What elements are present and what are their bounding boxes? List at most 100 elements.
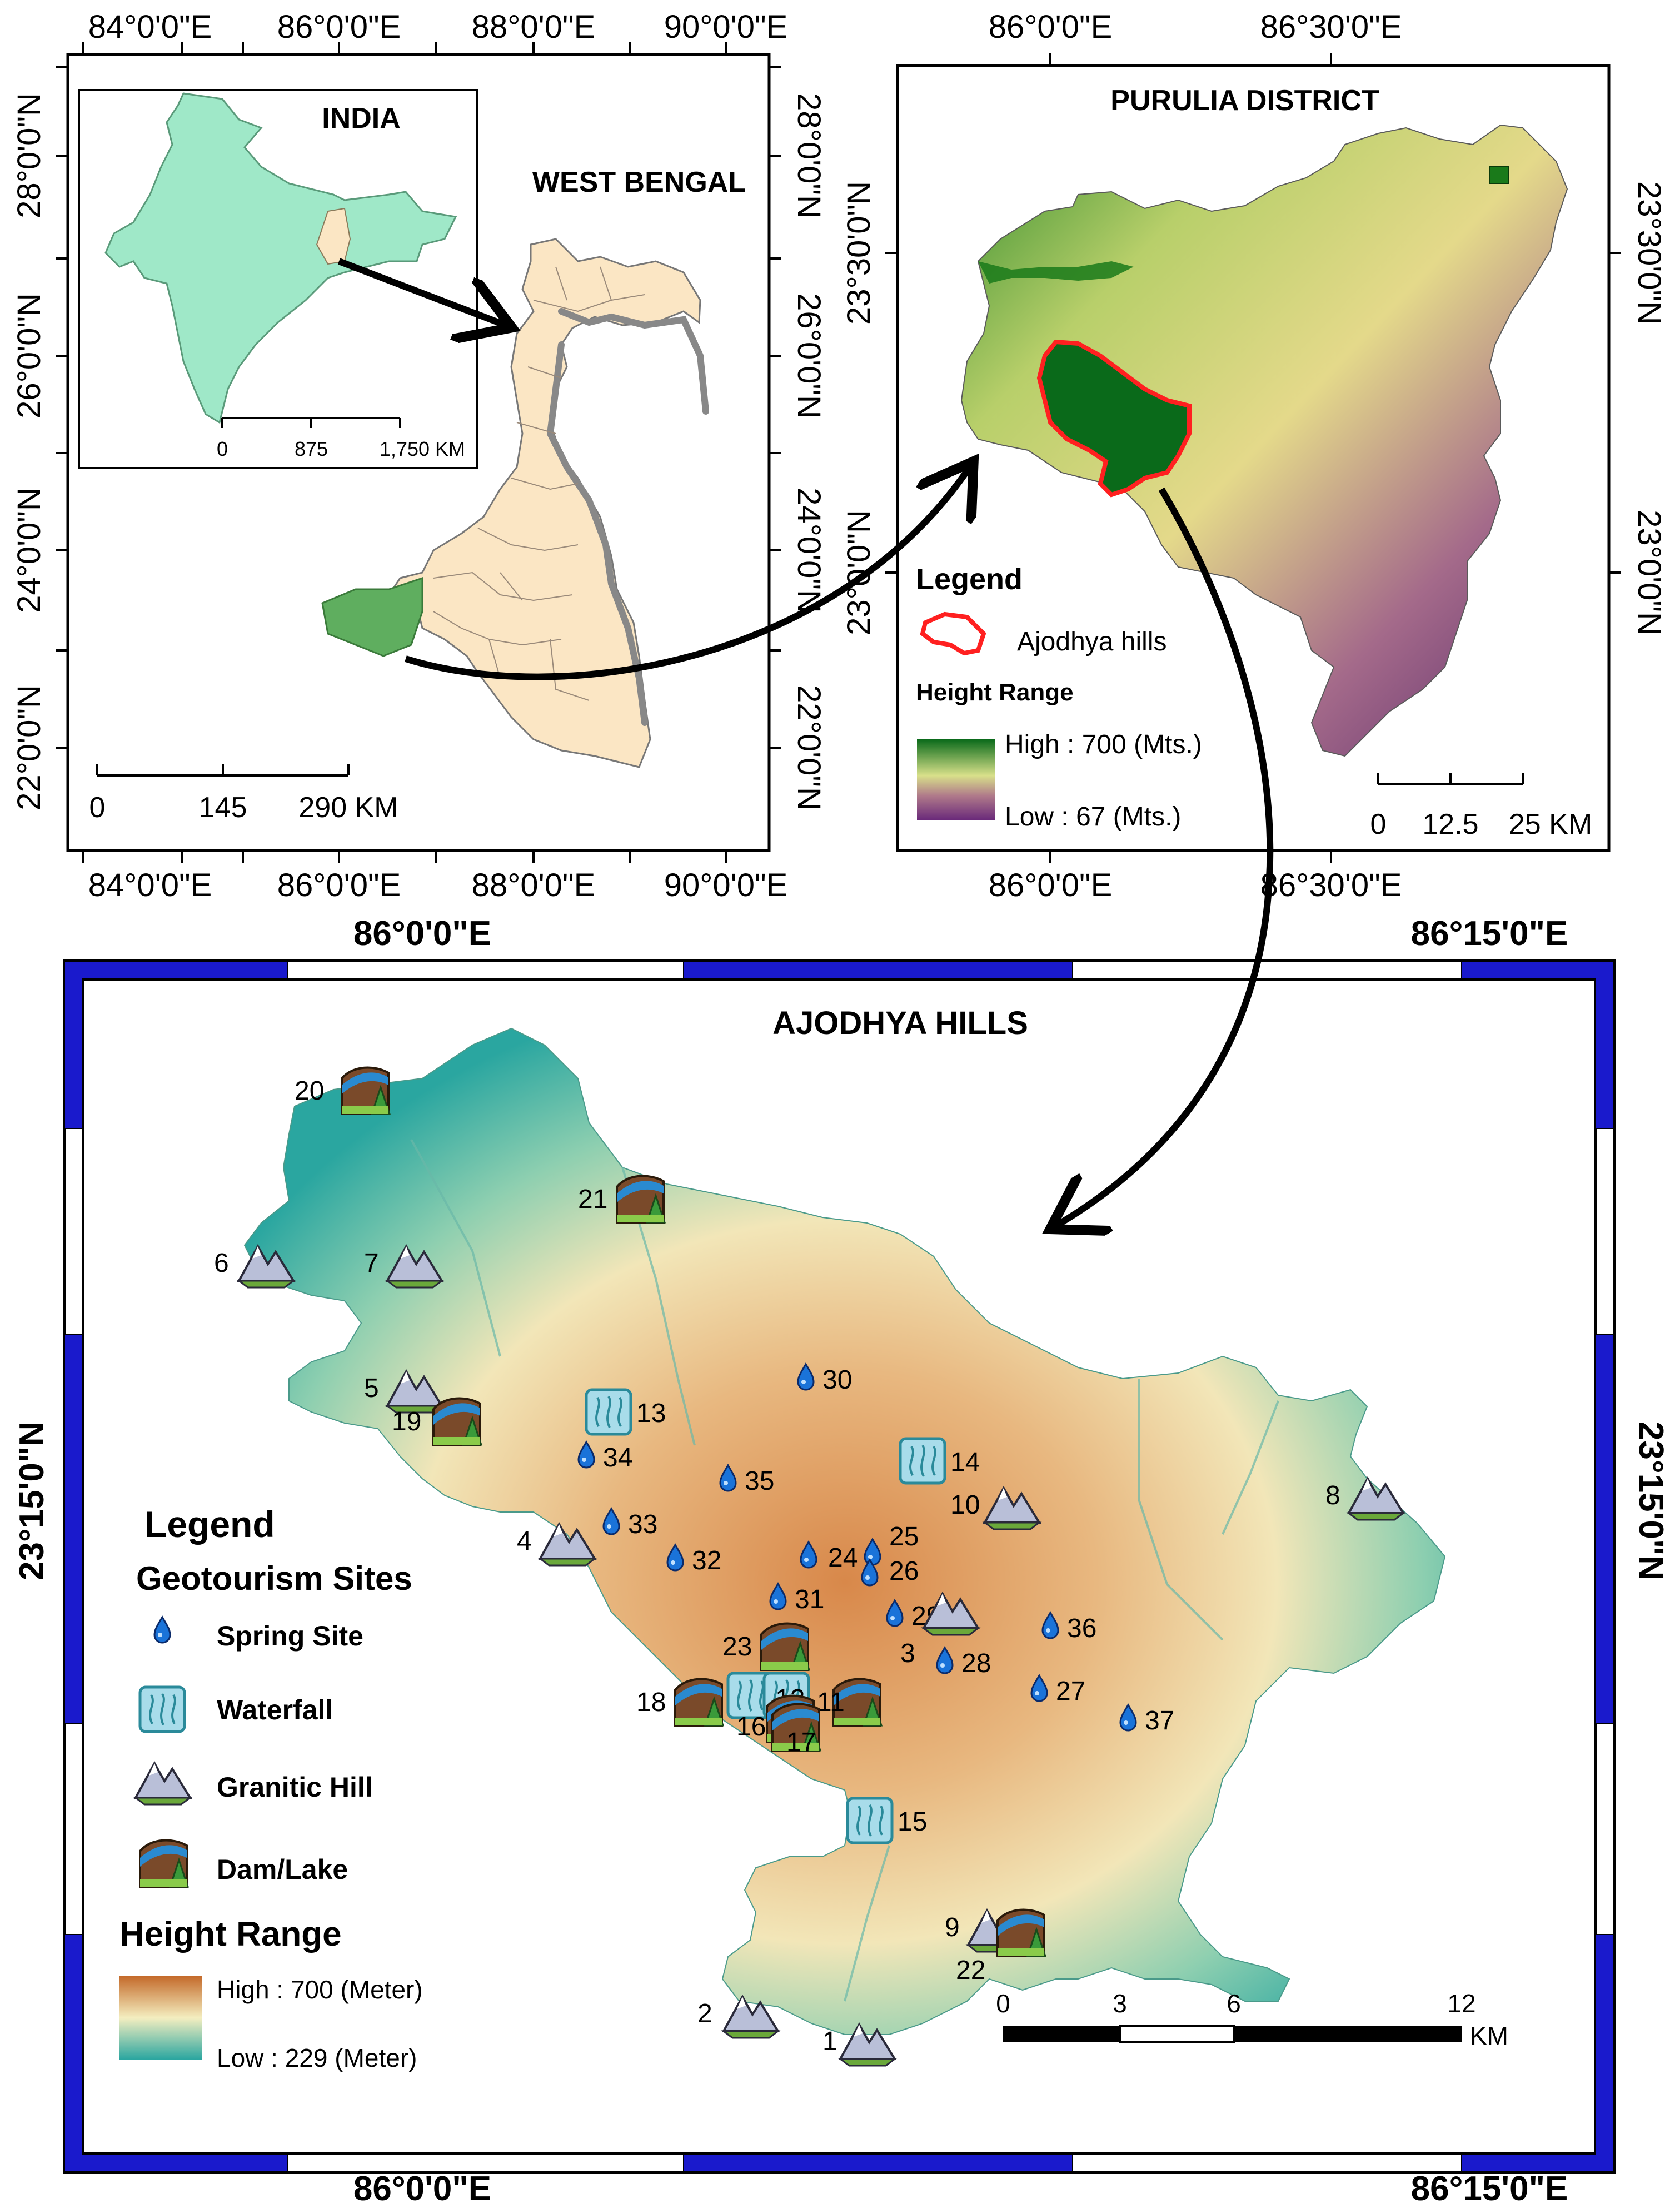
hill-site-8: 8: [1325, 1478, 1404, 1521]
wb-top-tick-1: 84°0'0"E: [88, 9, 212, 45]
svg-text:1: 1: [822, 2027, 837, 2056]
purulia-left-tick-1: 23°30'0"N: [841, 181, 877, 325]
purulia-highlight: [321, 576, 423, 657]
ajodhya-bottom-tick-1: 86°0'0"E: [353, 2170, 491, 2208]
district-boundaries: [433, 266, 645, 701]
svg-text:5: 5: [364, 1374, 379, 1403]
waterfall-site-13: 13: [586, 1390, 666, 1434]
hill-site-5: 5: [364, 1370, 443, 1414]
spring-site-30: 30: [797, 1363, 852, 1395]
purulia-height-title: Height Range: [916, 679, 1074, 706]
west-bengal-map: [387, 238, 701, 768]
svg-text:32: 32: [692, 1546, 721, 1575]
wb-top-tick-2: 86°0'0"E: [277, 9, 401, 45]
granitic-hill-sites: 1 2 3 4 5 6 7 8 9 10: [214, 1245, 1404, 2067]
purulia-scale-bar: [1377, 773, 1524, 785]
svg-text:26: 26: [889, 1556, 919, 1586]
ajodhya-scale-unit: KM: [1470, 2021, 1508, 2050]
ajodhya-hills-outline: [1036, 339, 1192, 498]
india-scale-0: 0: [217, 437, 228, 460]
india-scale-bar: [221, 417, 401, 428]
svg-text:31: 31: [795, 1585, 824, 1614]
ajodhya-left-tick: 23°15'0"N: [13, 1421, 51, 1580]
bangladesh-border: [546, 308, 709, 726]
purulia-panel: 86°0'0"E 86°30'0"E 86°0'0"E 86°30'0"E 23…: [841, 9, 1667, 903]
dam-site-20: 20: [295, 1066, 391, 1115]
purulia-height-ramp: [917, 739, 995, 820]
spring-site-28: 28: [936, 1647, 991, 1678]
purulia-top-tick-1: 86°0'0"E: [989, 9, 1113, 45]
arrow-purulia-to-ajodhya: [1056, 487, 1274, 1226]
india-title: INDIA: [322, 102, 401, 135]
purulia-scale-0: 0: [1370, 808, 1387, 841]
dam-site-19: 19: [392, 1397, 482, 1446]
dam-site-16: 16: [736, 1694, 816, 1743]
svg-text:21: 21: [578, 1185, 607, 1214]
svg-text:22: 22: [956, 1956, 985, 1985]
wb-right-tick-3: 24°0'0"N: [791, 488, 827, 613]
ajodhya-legend-symbol: [920, 611, 986, 656]
legend-hill-label: Granitic Hill: [217, 1772, 373, 1803]
ajodhya-low-label: Low : 229 (Meter): [217, 2043, 417, 2072]
svg-text:20: 20: [295, 1076, 324, 1106]
legend-spring-label: Spring Site: [217, 1620, 363, 1652]
hill-site-6: 6: [214, 1245, 295, 1289]
dam-site-17: 17: [771, 1703, 821, 1757]
svg-text:24: 24: [828, 1543, 858, 1573]
svg-text:23: 23: [722, 1632, 752, 1662]
wb-scale-mid: 145: [199, 792, 247, 824]
wb-scale-bar: [96, 764, 350, 777]
wb-right-tick-1: 28°0'0"N: [791, 93, 827, 218]
hill-site-9: 9: [945, 1909, 1024, 1953]
svg-text:35: 35: [745, 1466, 774, 1496]
wb-left-tick-2: 26°0'0"N: [11, 293, 47, 419]
purulia-title: PURULIA DISTRICT: [1110, 84, 1379, 117]
purulia-high-label: High : 700 (Mts.): [1005, 730, 1202, 759]
wb-top-tick-3: 88°0'0"E: [472, 9, 596, 45]
spring-site-31: 31: [769, 1583, 824, 1614]
svg-text:27: 27: [1056, 1677, 1085, 1706]
spring-site-32: 32: [666, 1544, 721, 1575]
spring-site-26: 26: [861, 1556, 919, 1587]
ajodhya-height-title: Height Range: [119, 1915, 342, 1953]
dam-site-18: 18: [636, 1678, 724, 1727]
svg-text:14: 14: [950, 1448, 980, 1477]
dam-site-23: 23: [722, 1622, 810, 1671]
wb-scale-0: 0: [89, 792, 106, 824]
wb-bottom-tick-3: 88°0'0"E: [472, 867, 596, 903]
arrow-wb-to-purulia: [405, 467, 970, 680]
purulia-scale-mid: 12.5: [1422, 808, 1478, 841]
svg-text:7: 7: [364, 1249, 379, 1278]
ajodhya-legend-title: Legend: [144, 1504, 275, 1545]
svg-text:36: 36: [1067, 1614, 1096, 1643]
svg-text:25: 25: [889, 1522, 919, 1551]
ajodhya-legend-label: Ajodhya hills: [1017, 627, 1166, 657]
ajodhya-legend-subtitle: Geotourism Sites: [136, 1560, 412, 1597]
ajodhya-top-tick-1: 86°0'0"E: [353, 914, 491, 953]
ajodhya-high-label: High : 700 (Meter): [217, 1975, 423, 2004]
svg-text:13: 13: [636, 1399, 666, 1428]
wb-left-tick-4: 22°0'0"N: [11, 685, 47, 810]
dam-site-21: 21: [578, 1175, 666, 1224]
ajodhya-right-tick: 23°15'0"N: [1632, 1421, 1670, 1580]
svg-text:17: 17: [786, 1728, 816, 1757]
legend-waterfall-icon: [140, 1687, 185, 1732]
dam-site-22: 22: [956, 1908, 1046, 1985]
west-bengal-title: WEST BENGAL: [532, 166, 746, 198]
svg-text:4: 4: [517, 1526, 532, 1556]
svg-text:16: 16: [736, 1712, 766, 1742]
hill-site-3: 3: [900, 1593, 979, 1668]
purulia-dem: [960, 124, 1568, 757]
svg-text:3: 3: [900, 1639, 915, 1668]
arrow-india-to-wb: [337, 258, 506, 325]
spring-site-24: 24: [800, 1541, 858, 1573]
wb-bottom-tick-1: 84°0'0"E: [88, 867, 212, 903]
ajodhya-bottom-tick-2: 86°15'0"E: [1411, 2170, 1568, 2208]
west-bengal-panel: 84°0'0"E 86°0'0"E 88°0'0"E 90°0'0"E 84°0…: [11, 9, 827, 903]
svg-text:30: 30: [822, 1365, 852, 1395]
wb-scale-max: 290 KM: [298, 792, 398, 824]
svg-text:18: 18: [636, 1688, 666, 1717]
ajodhya-scale-6: 6: [1227, 1989, 1241, 2018]
purulia-bottom-tick-1: 86°0'0"E: [989, 867, 1113, 903]
